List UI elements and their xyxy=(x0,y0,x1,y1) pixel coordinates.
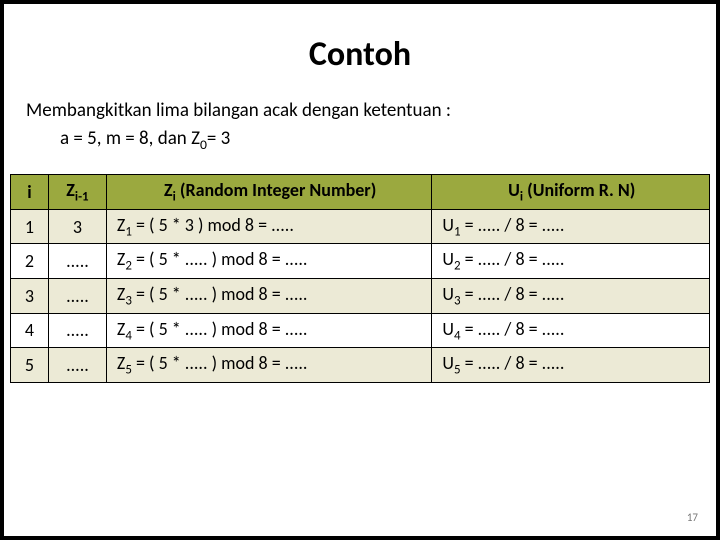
table-row: 13Z1 = ( 5 * 3 ) mod 8 = .....U1 = .....… xyxy=(11,209,710,244)
cell-zi-sub: 5 xyxy=(125,363,132,378)
cell-ui-sub: 2 xyxy=(454,259,461,274)
cell-i: 3 xyxy=(11,278,49,313)
cell-zi-post: = ( 5 * ..... ) mod 8 = ..... xyxy=(132,352,308,374)
rng-table: i Zi-1 Zi (Random Integer Number) Ui (Un… xyxy=(10,174,710,383)
cell-zi-post: = ( 5 * ..... ) mod 8 = ..... xyxy=(132,248,308,270)
cell-ui-post: = ..... / 8 = ..... xyxy=(461,214,565,236)
cell-zprev: 3 xyxy=(48,209,106,244)
header-zi-post: (Random Integer Number) xyxy=(176,179,377,201)
cell-zprev: ..... xyxy=(48,348,106,383)
cell-ui: U3 = ..... / 8 = ..... xyxy=(432,278,710,313)
cell-ui: U5 = ..... / 8 = ..... xyxy=(432,348,710,383)
header-ui-post: (Uniform R. N) xyxy=(523,179,635,201)
cell-ui: U2 = ..... / 8 = ..... xyxy=(432,244,710,279)
table-header-row: i Zi-1 Zi (Random Integer Number) Ui (Un… xyxy=(11,175,710,210)
header-ui-pre: U xyxy=(508,179,520,201)
cell-zprev: ..... xyxy=(48,244,106,279)
table-row: 2.....Z2 = ( 5 * ..... ) mod 8 = .....U2… xyxy=(11,244,710,279)
table-body: 13Z1 = ( 5 * 3 ) mod 8 = .....U1 = .....… xyxy=(11,209,710,382)
cell-ui-post: = ..... / 8 = ..... xyxy=(461,352,565,374)
cell-zi-sub: 2 xyxy=(125,259,132,274)
cell-zi-post: = ( 5 * 3 ) mod 8 = ..... xyxy=(132,214,294,236)
cell-zi-post: = ( 5 * ..... ) mod 8 = ..... xyxy=(132,283,308,305)
table-row: 5.....Z5 = ( 5 * ..... ) mod 8 = .....U5… xyxy=(11,348,710,383)
cell-ui-pre: U xyxy=(442,318,454,340)
cell-ui-post: = ..... / 8 = ..... xyxy=(461,283,565,305)
cell-ui-pre: U xyxy=(442,214,454,236)
cell-zi-sub: 4 xyxy=(125,328,132,343)
cell-ui-post: = ..... / 8 = ..... xyxy=(461,318,565,340)
cell-ui-pre: U xyxy=(442,283,454,305)
cell-zi: Z3 = ( 5 * ..... ) mod 8 = ..... xyxy=(106,278,431,313)
cell-ui-pre: U xyxy=(442,248,454,270)
intro-line-2-pre: a = 5, m = 8, dan Z xyxy=(60,127,200,150)
cell-zi: Z5 = ( 5 * ..... ) mod 8 = ..... xyxy=(106,348,431,383)
cell-zi-sub: 1 xyxy=(125,224,132,239)
cell-ui-sub: 4 xyxy=(454,328,461,343)
intro-text: Membangkitkan lima bilangan acak dengan … xyxy=(4,97,716,154)
table-row: 4.....Z4 = ( 5 * ..... ) mod 8 = .....U4… xyxy=(11,313,710,348)
cell-ui-sub: 3 xyxy=(454,294,461,309)
cell-zi-sub: 3 xyxy=(125,294,132,309)
page-number: 17 xyxy=(687,511,698,524)
cell-ui-pre: U xyxy=(442,352,454,374)
cell-zi: Z2 = ( 5 * ..... ) mod 8 = ..... xyxy=(106,244,431,279)
header-zi: Zi (Random Integer Number) xyxy=(106,175,431,210)
cell-zprev: ..... xyxy=(48,278,106,313)
cell-i: 4 xyxy=(11,313,49,348)
cell-ui-sub: 5 xyxy=(454,363,461,378)
cell-zi-post: = ( 5 * ..... ) mod 8 = ..... xyxy=(132,318,308,340)
header-zprev-pre: Z xyxy=(66,179,75,201)
intro-line-2-post: = 3 xyxy=(207,127,230,150)
header-zprev: Zi-1 xyxy=(48,175,106,210)
intro-line-2: a = 5, m = 8, dan Z0= 3 xyxy=(26,125,694,155)
header-zi-pre: Z xyxy=(164,179,173,201)
header-zprev-sub: i-1 xyxy=(75,190,89,205)
cell-zi: Z1 = ( 5 * 3 ) mod 8 = ..... xyxy=(106,209,431,244)
cell-ui: U4 = ..... / 8 = ..... xyxy=(432,313,710,348)
cell-i: 5 xyxy=(11,348,49,383)
cell-ui-post: = ..... / 8 = ..... xyxy=(461,248,565,270)
cell-zprev: ..... xyxy=(48,313,106,348)
cell-i: 2 xyxy=(11,244,49,279)
cell-ui: U1 = ..... / 8 = ..... xyxy=(432,209,710,244)
table-row: 3.....Z3 = ( 5 * ..... ) mod 8 = .....U3… xyxy=(11,278,710,313)
page-title: Contoh xyxy=(4,34,716,75)
cell-zi: Z4 = ( 5 * ..... ) mod 8 = ..... xyxy=(106,313,431,348)
intro-line-1: Membangkitkan lima bilangan acak dengan … xyxy=(26,97,694,125)
cell-ui-sub: 1 xyxy=(454,224,461,239)
cell-i: 1 xyxy=(11,209,49,244)
header-i: i xyxy=(11,175,49,210)
header-ui: Ui (Uniform R. N) xyxy=(432,175,710,210)
intro-line-2-sub: 0 xyxy=(200,135,207,152)
